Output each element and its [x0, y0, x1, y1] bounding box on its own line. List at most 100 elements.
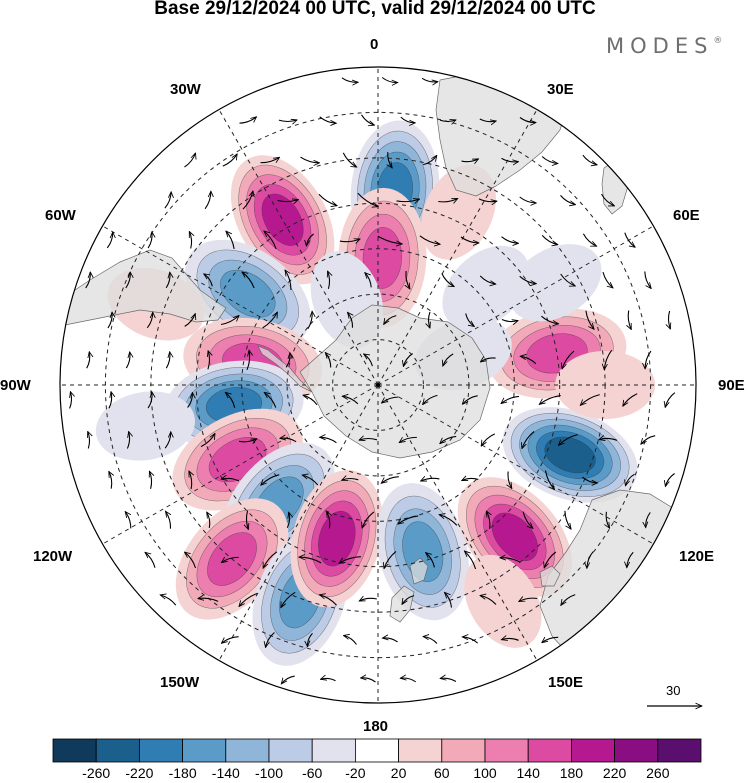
- wind-arrow: [262, 312, 278, 329]
- wind-arrow: [587, 551, 594, 569]
- wind-arrow: [625, 473, 635, 486]
- wind-arrow: [582, 476, 597, 483]
- colorbar-swatch: [138, 738, 183, 763]
- colorbar-tick-label: 20: [390, 765, 407, 781]
- wind-arrow: [462, 637, 479, 644]
- wind-arrow: [149, 471, 151, 489]
- wind-arrow: [604, 349, 613, 370]
- wind-arrow: [246, 350, 250, 371]
- colorbar-swatch: [614, 738, 659, 763]
- wind-arrow: [300, 156, 320, 163]
- wind-arrow: [342, 478, 359, 480]
- wind-arrow: [226, 231, 235, 249]
- wind-arrow: [281, 675, 295, 684]
- colorbar-swatch: [225, 738, 270, 763]
- wind-arrow: [440, 678, 457, 682]
- colorbar-tick-label: 60: [434, 765, 450, 781]
- colorbar-tick-label: -20: [345, 765, 366, 781]
- wind-arrow: [377, 235, 402, 244]
- wind-arrow: [125, 512, 132, 529]
- wind-arrow: [402, 595, 415, 605]
- meridian-label-150e: 150E: [548, 674, 584, 691]
- wind-arrow: [278, 120, 297, 122]
- colorbar-swatch: [484, 738, 529, 763]
- wind-arrow: [501, 638, 519, 640]
- wind-arrow: [242, 272, 255, 289]
- meridian-label-0: 0: [370, 36, 379, 53]
- wind-arrow: [628, 310, 632, 330]
- wind-arrow: [403, 353, 413, 367]
- wind-arrow: [560, 195, 576, 204]
- wind-arrow: [439, 515, 458, 526]
- colorbar-tick-label: 100: [473, 765, 497, 781]
- anomaly-cell: [442, 245, 530, 330]
- wind-arrow: [439, 120, 456, 122]
- wind-arrow: [225, 392, 236, 408]
- wind-arrow: [582, 154, 597, 165]
- anomaly-field: [95, 120, 656, 666]
- wind-arrow: [561, 594, 576, 606]
- wind-arrow: [85, 272, 91, 289]
- wind-arrow: [441, 273, 454, 286]
- wind-arrow: [384, 315, 397, 325]
- wind-arrow: [320, 437, 337, 444]
- registered-mark: ®: [713, 36, 723, 46]
- wind-arrow: [501, 157, 519, 161]
- wind-arrow: [443, 353, 454, 366]
- meridian-line: [377, 384, 538, 661]
- meridian-line: [102, 225, 379, 386]
- wind-arrow: [646, 512, 651, 527]
- wind-arrow: [479, 118, 496, 122]
- wind-arrow: [582, 233, 596, 247]
- colorbar-swatch: [95, 738, 140, 763]
- wind-arrow: [221, 478, 240, 482]
- wind-arrow: [461, 158, 479, 162]
- meridian-label-30e: 30E: [547, 81, 574, 98]
- wind-arrow: [644, 271, 651, 289]
- wind-arrow: [145, 552, 156, 568]
- meridian-line: [102, 384, 379, 545]
- wind-arrow: [260, 157, 280, 164]
- wind-arrow: [519, 117, 536, 123]
- wind-arrow: [460, 236, 479, 243]
- wind-arrow: [339, 556, 361, 564]
- wind-arrow: [359, 438, 378, 440]
- wind-arrow: [344, 636, 357, 645]
- wind-arrow: [465, 313, 475, 327]
- wind-arrow: [599, 438, 618, 440]
- wind-arrow: [342, 396, 359, 405]
- reference-vector-label: 30: [666, 683, 681, 698]
- wind-arrow: [541, 156, 558, 164]
- wind-arrow: [480, 358, 496, 362]
- wind-arrow: [362, 511, 375, 528]
- wind-arrow: [188, 232, 191, 249]
- colorbar-swatch: [571, 738, 616, 763]
- latitude-circle: [332, 339, 424, 431]
- wind-arrow: [399, 437, 417, 442]
- wind-arrow: [665, 392, 676, 408]
- meridian-label-90w: 90W: [0, 377, 31, 394]
- wind-arrow: [126, 432, 129, 449]
- wind-arrow: [501, 236, 519, 244]
- anomaly-cell: [376, 483, 469, 621]
- wind-arrow: [198, 598, 219, 602]
- wind-arrow: [481, 433, 496, 446]
- colorbar-swatch: [182, 738, 227, 763]
- wind-arrow: [668, 310, 670, 329]
- anomaly-cell: [508, 244, 602, 322]
- wind-arrow: [165, 352, 170, 369]
- wind-arrow: [585, 310, 594, 330]
- colorbar-tick-label: 180: [559, 765, 584, 781]
- wind-arrow: [325, 353, 330, 368]
- wind-arrow: [429, 311, 431, 328]
- wind-arrow: [319, 595, 338, 606]
- wind-arrow: [184, 314, 196, 327]
- wind-arrow: [486, 511, 490, 529]
- colorbar: [52, 738, 702, 763]
- meridian-line: [218, 384, 379, 661]
- wind-arrow: [381, 77, 398, 83]
- colorbar-tick-label: -60: [302, 765, 323, 781]
- wind-arrow: [508, 471, 512, 489]
- wind-arrow: [624, 232, 635, 248]
- colorbar-swatch: [657, 738, 702, 763]
